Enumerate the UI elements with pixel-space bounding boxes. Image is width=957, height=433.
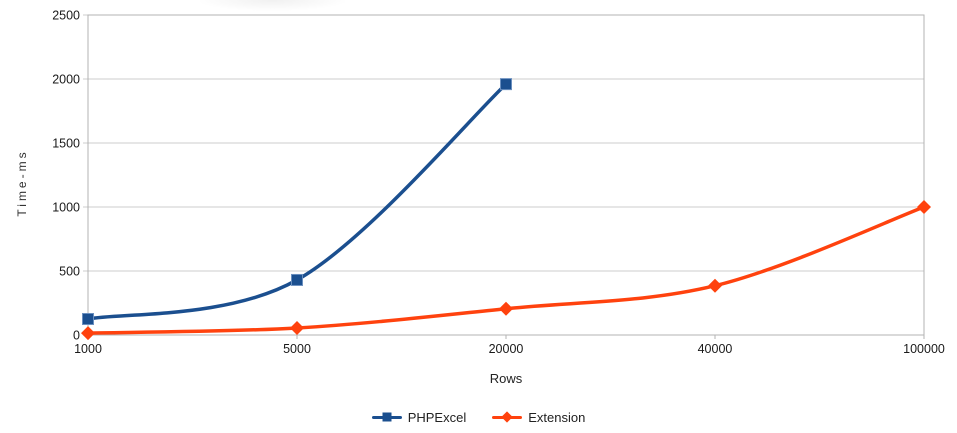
series-line-phpexcel [86,82,508,321]
x-tick-label: 1000 [74,342,102,356]
legend-label-phpexcel: PHPExcel [407,409,467,425]
data-point-diamond [499,301,513,316]
y-tick-label: 0 [73,329,80,343]
legend-line-diamond-icon [492,411,523,424]
y-axis-title: Time-ms [15,149,29,217]
y-tick-label: 2000 [52,73,80,87]
y-tick-label: 500 [59,265,80,279]
legend-item-phpexcel: PHPExcel [371,409,467,425]
data-point-square [82,313,94,325]
legend-item-extension: Extension [492,410,585,425]
x-tick-label: 5000 [283,342,311,356]
data-point-diamond [81,326,95,341]
x-tick-label: 20000 [489,342,524,356]
legend: PHPExcel Extension [0,404,957,430]
data-point-diamond [290,320,304,335]
x-tick-label: 100000 [903,342,945,356]
legend-line-square-icon [371,411,402,424]
y-tick-label: 2500 [52,9,80,23]
data-point-diamond [708,278,722,293]
plot-border [87,14,925,336]
legend-label-extension: Extension [528,409,586,425]
data-point-square [500,78,512,91]
x-tick-label: 40000 [698,342,733,356]
data-point-diamond [917,200,931,214]
data-point-square [291,273,303,286]
y-tick-label: 1500 [52,137,80,151]
x-axis-title: Rows [489,371,523,386]
y-tick-label: 1000 [52,201,80,215]
